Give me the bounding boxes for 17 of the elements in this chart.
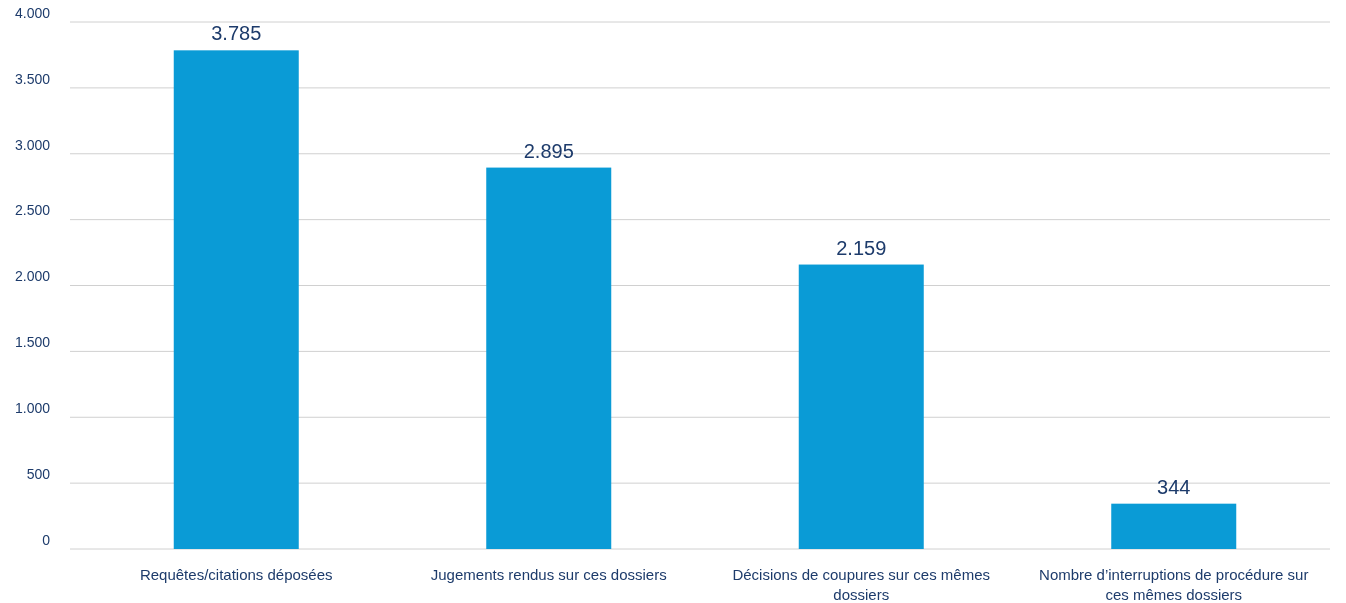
data-label: 3.785 <box>211 22 262 45</box>
y-tick-label: 2.500 <box>14 202 51 219</box>
data-label: 2.895 <box>523 139 574 162</box>
data-label: 344 <box>1157 475 1191 498</box>
y-tick-label: 0 <box>42 531 51 548</box>
y-tick-label: 1.500 <box>14 334 51 351</box>
x-tick-label: Jugements rendus sur ces dossiers <box>430 566 667 583</box>
y-tick-label: 3.000 <box>14 136 51 153</box>
y-tick-label: 2.000 <box>14 268 51 285</box>
y-tick-label: 3.500 <box>14 70 51 87</box>
y-tick-label: 4.000 <box>14 4 51 21</box>
x-tick-label: Nombre d’interruptions de procédure sur ces mêmes dossiers <box>1039 566 1309 603</box>
data-label: 2.159 <box>836 236 887 259</box>
y-tick-label: 1.000 <box>14 400 51 417</box>
x-tick-label: Requêtes/citations déposées <box>139 566 333 583</box>
x-tick-label: Décisions de coupures sur ces mêmes dossiers <box>732 566 991 603</box>
y-tick-label: 500 <box>26 465 51 482</box>
